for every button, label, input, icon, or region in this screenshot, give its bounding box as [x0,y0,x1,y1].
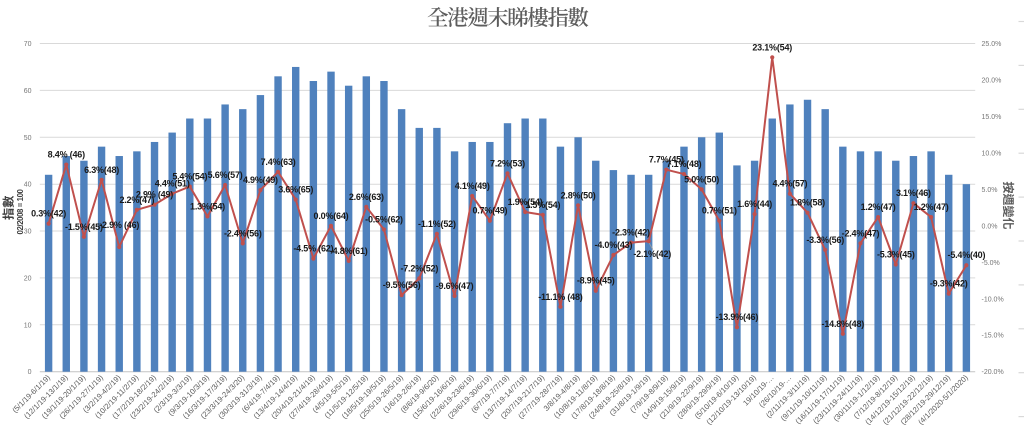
svg-text:-3.3%(56): -3.3%(56) [806,235,844,245]
svg-text:50: 50 [24,135,32,142]
svg-text:30: 30 [24,229,32,236]
svg-text:4.4%(51): 4.4%(51) [155,179,190,189]
svg-text:-0.5%(62): -0.5%(62) [365,215,403,225]
svg-text:-9.6%(47): -9.6%(47) [436,281,474,291]
svg-text:-10.0%: -10.0% [982,296,1004,303]
svg-text:10: 10 [24,322,32,329]
svg-text:0.7%(51): 0.7%(51) [702,206,737,216]
svg-text:10.0%: 10.0% [982,150,1002,157]
svg-text:-5.4%(40): -5.4%(40) [948,250,986,260]
svg-text:-1.1%(52): -1.1%(52) [418,219,456,229]
svg-text:2.6%(63): 2.6%(63) [349,192,384,202]
svg-text:-5.0%: -5.0% [982,260,1000,267]
svg-text:-2.4%(56): -2.4%(56) [224,228,262,238]
svg-text:3.1%(46): 3.1%(46) [896,188,931,198]
svg-text:40: 40 [24,182,32,189]
svg-text:-2.4%(47): -2.4%(47) [842,228,880,238]
svg-text:-9.3%(42): -9.3%(42) [930,279,968,289]
svg-text:4.1%(49): 4.1%(49) [455,181,490,191]
svg-text:0.0%: 0.0% [982,223,998,230]
svg-text:7.1%(48): 7.1%(48) [667,159,702,169]
svg-text:1.6%(44): 1.6%(44) [737,199,772,209]
svg-text:0.7%(49): 0.7%(49) [472,206,507,216]
svg-text:1.5%(54): 1.5%(54) [525,200,560,210]
svg-text:2.8%(50): 2.8%(50) [561,190,596,200]
svg-text:4.4%(57): 4.4%(57) [772,179,807,189]
svg-text:1.8%(58): 1.8%(58) [790,198,825,208]
svg-text:1.2%(47): 1.2%(47) [914,202,949,212]
svg-text:-4.5% (62): -4.5% (62) [293,244,333,254]
svg-text:2.9% (49): 2.9% (49) [136,190,173,200]
svg-text:02/2008 = 100: 02/2008 = 100 [16,189,25,235]
svg-text:-4.8%(61): -4.8%(61) [330,246,368,256]
svg-text:-4.0%(43): -4.0%(43) [595,240,633,250]
svg-text:-20.0%: -20.0% [982,369,1004,376]
svg-text:6.3%(48): 6.3%(48) [84,165,119,175]
svg-text:0.0%(64): 0.0%(64) [314,211,349,221]
svg-text:4.9%(49): 4.9%(49) [243,175,278,185]
svg-text:-2.3%(42): -2.3%(42) [612,228,650,238]
svg-text:-2.9% (46): -2.9% (46) [99,220,139,230]
svg-text:0: 0 [28,369,32,376]
svg-text:-9.5%(56): -9.5%(56) [383,280,421,290]
svg-text:25.0%: 25.0% [982,41,1002,48]
svg-text:-15.0%: -15.0% [982,333,1004,340]
svg-text:3.6%(65): 3.6%(65) [278,185,313,195]
svg-text:0.3%(42): 0.3%(42) [31,209,66,219]
svg-text:8.4% (46): 8.4% (46) [48,150,85,160]
svg-text:-7.2%(52): -7.2%(52) [400,263,438,273]
svg-text:20: 20 [24,275,32,282]
svg-text:5.6%(57): 5.6%(57) [208,170,243,180]
svg-text:20.0%: 20.0% [982,78,1002,85]
svg-text:-8.9%(45): -8.9%(45) [577,276,615,286]
svg-text:-11.1% (48): -11.1% (48) [538,292,583,302]
svg-text:7.2%(53): 7.2%(53) [490,158,525,168]
svg-text:-1.5%(45): -1.5%(45) [65,222,103,232]
svg-text:5.4%(54): 5.4%(54) [172,171,207,181]
svg-text:2.2%(47): 2.2%(47) [119,195,154,205]
svg-text:7.7%(45): 7.7%(45) [649,155,684,165]
svg-text:-13.9%(46): -13.9%(46) [716,312,759,322]
svg-text:23.1%(54): 23.1%(54) [752,42,792,52]
svg-text:5.0%(50): 5.0%(50) [684,174,719,184]
svg-text:70: 70 [24,41,32,48]
svg-text:60: 60 [24,88,32,95]
svg-text:-2.1%(42): -2.1%(42) [633,249,671,259]
svg-text:7.4%(63): 7.4%(63) [261,157,296,167]
svg-text:-5.3%(45): -5.3%(45) [877,250,915,260]
svg-text:1.3%(54): 1.3%(54) [190,201,225,211]
svg-text:1.9%(54): 1.9%(54) [508,197,543,207]
svg-text:5.0%: 5.0% [982,187,998,194]
svg-text:15.0%: 15.0% [982,114,1002,121]
svg-text:1.2%(47): 1.2%(47) [861,202,896,212]
svg-text:-14.8%(48): -14.8%(48) [822,319,865,329]
